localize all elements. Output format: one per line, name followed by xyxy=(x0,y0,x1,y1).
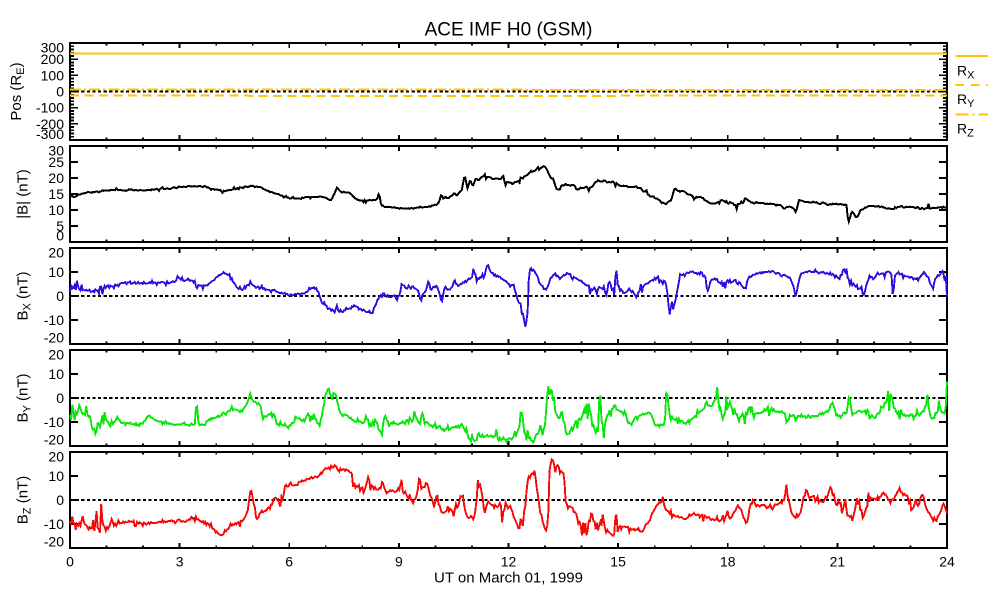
svg-text:-20: -20 xyxy=(44,330,64,346)
svg-text:9: 9 xyxy=(395,554,403,570)
svg-text:-10: -10 xyxy=(44,414,64,430)
svg-text:0: 0 xyxy=(66,554,74,570)
svg-text:12: 12 xyxy=(501,554,517,570)
svg-text:0: 0 xyxy=(56,228,64,244)
svg-text:18: 18 xyxy=(720,554,736,570)
svg-text:ACE IMF H0 (GSM): ACE IMF H0 (GSM) xyxy=(425,20,593,41)
svg-text:5: 5 xyxy=(56,218,64,234)
svg-text:BZ (nT): BZ (nT) xyxy=(15,476,34,524)
svg-text:10: 10 xyxy=(48,264,64,280)
svg-text:24: 24 xyxy=(939,554,955,570)
svg-text:0: 0 xyxy=(56,390,64,406)
svg-text:6: 6 xyxy=(285,554,293,570)
svg-text:-100: -100 xyxy=(36,100,64,116)
svg-text:BY (nT): BY (nT) xyxy=(15,373,34,422)
svg-text:0: 0 xyxy=(56,84,64,100)
svg-text:-20: -20 xyxy=(44,432,64,448)
svg-text:BX (nT): BX (nT) xyxy=(15,271,34,320)
svg-text:-20: -20 xyxy=(44,534,64,550)
svg-text:20: 20 xyxy=(48,170,64,186)
svg-text:10: 10 xyxy=(48,202,64,218)
svg-text:-10: -10 xyxy=(44,312,64,328)
svg-text:0: 0 xyxy=(56,492,64,508)
svg-text:300: 300 xyxy=(41,40,65,56)
svg-text:|B| (nT): |B| (nT) xyxy=(15,169,32,218)
svg-text:25: 25 xyxy=(48,154,64,170)
svg-text:10: 10 xyxy=(48,468,64,484)
svg-text:10: 10 xyxy=(48,366,64,382)
svg-text:0: 0 xyxy=(56,288,64,304)
svg-text:100: 100 xyxy=(41,67,65,83)
svg-text:-300: -300 xyxy=(36,126,64,142)
svg-text:15: 15 xyxy=(610,554,626,570)
svg-text:200: 200 xyxy=(41,51,65,67)
svg-text:21: 21 xyxy=(830,554,846,570)
svg-text:-200: -200 xyxy=(36,116,64,132)
svg-text:20: 20 xyxy=(48,244,64,260)
svg-text:-10: -10 xyxy=(44,516,64,532)
svg-text:3: 3 xyxy=(176,554,184,570)
svg-text:20: 20 xyxy=(48,448,64,464)
svg-text:20: 20 xyxy=(48,346,64,362)
svg-text:Pos (RE): Pos (RE) xyxy=(8,62,27,120)
svg-text:30: 30 xyxy=(48,142,64,158)
svg-text:15: 15 xyxy=(48,186,64,202)
svg-text:UT on March 01, 1999: UT on March 01, 1999 xyxy=(434,570,583,587)
